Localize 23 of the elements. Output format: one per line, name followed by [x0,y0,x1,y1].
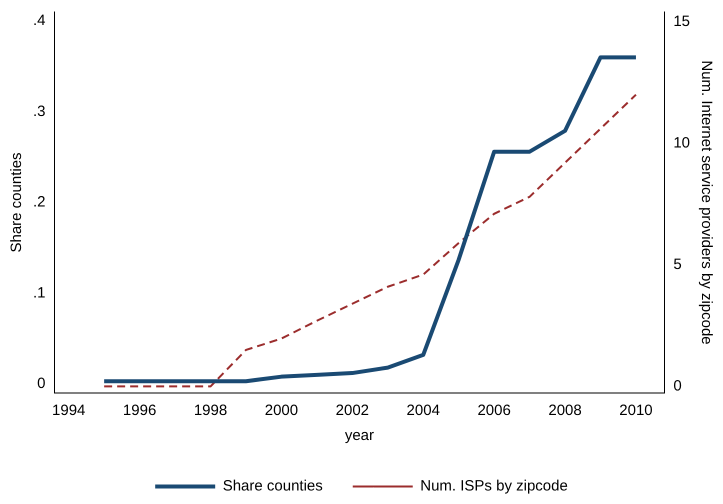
y2-tick-label: 0 [673,378,682,395]
legend-label: Num. ISPs by zipcode [420,478,568,495]
y-tick-label: 0 [37,375,46,392]
x-tick-label: 2010 [619,402,653,420]
y2-tick-label: 15 [673,12,690,30]
y2-tick-label: 5 [673,256,682,274]
y-tick-label: .2 [32,194,46,211]
x-tick-label: 2008 [548,402,582,420]
x-tick-label: 2002 [336,402,370,420]
x-tick-label: 2000 [264,402,298,420]
x-tick-label: 1994 [52,402,86,420]
x-axis-title: year [344,427,374,444]
x-tick-label: 2006 [477,402,511,420]
x-tick-label: 1996 [122,402,156,420]
y-axis-title: Share counties [8,152,26,253]
y2-tick-label: 10 [673,134,690,152]
y2-axis-title: Num. Internet service providers by zipcode [698,60,715,345]
y-tick-label: .1 [32,284,46,302]
x-tick-label: 1998 [194,402,228,420]
x-tick-label: 2004 [406,402,440,420]
y-tick-label: .4 [32,12,46,30]
legend-label: Share counties [222,478,323,495]
y-tick-label: .3 [32,102,46,120]
